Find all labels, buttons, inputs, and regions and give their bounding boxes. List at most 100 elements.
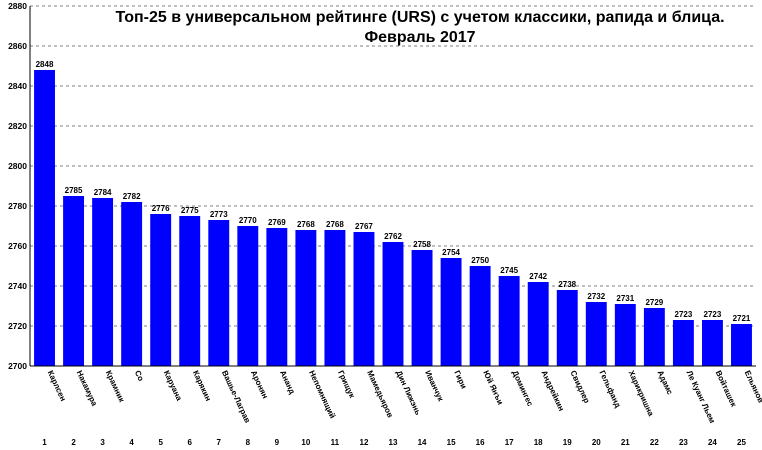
y-tick-label: 2860	[8, 41, 27, 51]
rank-label: 10	[301, 438, 310, 447]
data-label: 2738	[558, 280, 576, 289]
bar	[34, 70, 55, 366]
rank-label: 3	[100, 438, 105, 447]
rank-label: 14	[418, 438, 427, 447]
x-tick-label: Ананд	[278, 369, 297, 395]
data-label: 2768	[326, 220, 344, 229]
bar	[411, 250, 433, 366]
x-tick-label: Карлсен	[46, 369, 68, 403]
y-tick-label: 2700	[8, 361, 27, 371]
y-tick-label: 2760	[8, 241, 27, 251]
category-labels: Карлсен Накамура Крамник Со Каруана Карякин Ва…	[46, 369, 762, 425]
x-tick-label: Ле Куанг Льем	[685, 369, 717, 425]
y-tick-label: 2820	[8, 121, 27, 131]
data-label: 2745	[500, 266, 518, 275]
rank-label: 18	[534, 438, 543, 447]
rank-label: 5	[158, 438, 163, 447]
x-tick-label: Домингес	[510, 369, 535, 408]
x-tick-label: Крамник	[104, 369, 127, 404]
bar	[92, 198, 114, 366]
bar	[266, 228, 288, 366]
x-tick-label: Накамура	[75, 369, 100, 408]
bar	[614, 304, 636, 366]
x-tick-label: Грищук	[336, 369, 357, 400]
data-label: 2731	[616, 294, 634, 303]
x-tick-label: Свидлер	[568, 369, 591, 405]
x-tick-label: Каруана	[162, 369, 184, 403]
data-label: 2758	[413, 240, 431, 249]
data-label: 2750	[471, 256, 489, 265]
rank-label: 15	[447, 438, 456, 447]
data-label: 2762	[384, 232, 402, 241]
x-tick-label: Войташек	[714, 369, 739, 409]
bar	[527, 282, 549, 366]
bar	[440, 258, 462, 366]
data-label: 2754	[442, 248, 460, 257]
bar	[237, 226, 259, 366]
x-tick-label: Харикришна	[627, 369, 656, 418]
rank-label: 19	[563, 438, 572, 447]
x-tick-label: Мамедьяров	[365, 369, 395, 419]
x-tick-label: Аронян	[249, 369, 270, 400]
x-tick-label: Юй Янъи	[481, 369, 505, 406]
bar	[469, 266, 491, 366]
bar	[643, 308, 665, 366]
rank-label: 12	[360, 438, 369, 447]
x-tick-label: Адамс	[656, 369, 675, 396]
bar	[353, 232, 375, 366]
rank-label: 8	[246, 438, 251, 447]
y-tick-label: 2740	[8, 281, 27, 291]
y-tick-label: 2800	[8, 161, 27, 171]
data-label: 2742	[529, 272, 547, 281]
rank-label: 6	[187, 438, 192, 447]
data-label: 2721	[733, 314, 751, 323]
rank-label: 24	[708, 438, 717, 447]
rank-label: 1	[42, 438, 47, 447]
rank-label: 17	[505, 438, 514, 447]
x-tick-label: Со	[133, 369, 146, 383]
bar	[295, 230, 317, 366]
rank-label: 23	[679, 438, 688, 447]
rank-label: 25	[737, 438, 746, 447]
x-tick-label: Ельянов	[743, 369, 762, 404]
data-label: 2768	[297, 220, 315, 229]
y-axis-ticks: 2700 2720 2740 2760 2780 2800 2820 2840 2860 2880	[8, 1, 27, 371]
bar	[179, 216, 201, 366]
y-tick-label: 2780	[8, 201, 27, 211]
data-label: 2776	[152, 204, 170, 213]
x-tick-label: Дин Лижэнь	[394, 369, 422, 416]
data-label: 2732	[587, 292, 605, 301]
x-tick-label: Вашье-Лаграв	[220, 369, 252, 424]
data-label: 2723	[675, 310, 693, 319]
rank-label: 2	[71, 438, 76, 447]
data-label: 2784	[94, 188, 112, 197]
bar	[731, 324, 752, 366]
bar	[382, 242, 404, 366]
x-tick-label: Гельфанд	[597, 369, 622, 409]
x-tick-label: Гири	[452, 369, 468, 390]
y-tick-label: 2880	[8, 1, 27, 11]
bar	[324, 230, 346, 366]
x-tick-label: Непомнящий	[307, 369, 337, 420]
data-label: 2729	[645, 298, 663, 307]
data-label: 2723	[704, 310, 722, 319]
rank-label: 22	[650, 438, 659, 447]
bar	[585, 302, 607, 366]
rank-label: 11	[331, 438, 340, 447]
bar	[672, 320, 694, 366]
rank-label: 20	[592, 438, 601, 447]
data-label: 2775	[181, 206, 199, 215]
data-label: 2782	[123, 192, 141, 201]
bars	[34, 70, 752, 366]
data-label: 2769	[268, 218, 286, 227]
data-label: 2767	[355, 222, 373, 231]
y-tick-label: 2720	[8, 321, 27, 331]
chart-subtitle: Февраль 2017	[364, 29, 475, 46]
y-tick-label: 2840	[8, 81, 27, 91]
bar	[498, 276, 520, 366]
data-label: 2848	[36, 60, 54, 69]
rank-label: 21	[621, 438, 630, 447]
rank-label: 4	[129, 438, 134, 447]
bar	[701, 320, 723, 366]
